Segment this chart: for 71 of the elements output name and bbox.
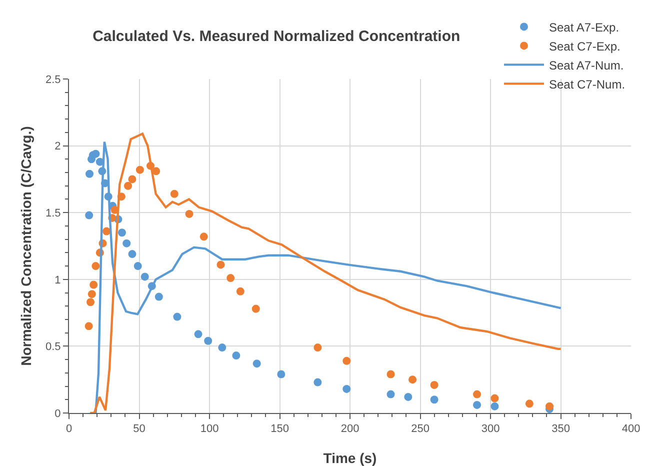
point [122,239,131,248]
point [236,287,244,296]
point [90,280,98,289]
point [204,336,212,345]
point [216,260,225,269]
y-axis-title: Normalized Concentration (C/Cavg.) [18,126,34,366]
point [128,175,136,184]
point [408,376,417,384]
y-tick-label: 0.5 [46,341,61,354]
point [128,250,136,258]
point [404,392,412,401]
point [92,262,100,270]
point [136,166,144,174]
point [84,322,93,330]
x-tick-label: 250 [411,423,430,436]
y-tick-label: 1.5 [46,207,61,220]
point [473,390,482,398]
legend-label: Seat C7-Exp. [549,39,620,54]
point [226,274,235,282]
legend-label: Seat C7-Num. [549,77,626,92]
point [88,290,96,298]
point [342,356,351,365]
point [490,394,499,402]
point [86,298,94,306]
point [252,304,260,313]
x-tick-label: 100 [200,423,219,436]
legend-label: Seat A7-Num. [549,58,624,72]
point [277,370,286,378]
chart-title: Calculated Vs. Measured Normalized Concentration [92,28,460,45]
point [525,400,534,408]
point [218,344,226,352]
x-axis-title: Time (s) [323,450,377,466]
point [152,167,160,176]
x-tick-label: 50 [133,423,146,436]
point [430,380,438,389]
point [140,272,149,281]
y-tick-label: 2 [54,140,61,153]
x-tick-label: 150 [270,423,289,436]
point [194,330,202,338]
point [314,378,322,386]
point [85,211,94,220]
x-tick-label: 300 [481,423,500,436]
point [173,312,182,321]
point [546,402,554,410]
point [200,232,208,241]
point [314,344,322,352]
point [386,390,395,398]
point [170,190,178,198]
point [92,150,100,158]
point [118,228,126,237]
point [232,352,240,360]
point [490,402,499,410]
x-tick-label: 200 [340,423,360,436]
legend-label: Seat A7-Exp. [549,20,620,34]
x-tick-label: 0 [66,423,72,436]
point [252,360,261,368]
point [154,292,163,301]
point [386,370,395,378]
point [473,400,482,409]
y-tick-label: 2.5 [46,74,61,86]
y-tick-label: 0 [54,408,61,420]
point [430,396,438,404]
point [86,170,94,178]
point [124,182,132,190]
point [185,210,194,218]
point [102,227,111,236]
x-tick-label: 400 [622,423,640,436]
x-tick-label: 350 [552,423,570,436]
y-tick-label: 1 [54,274,61,286]
point [342,384,351,393]
point [134,262,142,270]
